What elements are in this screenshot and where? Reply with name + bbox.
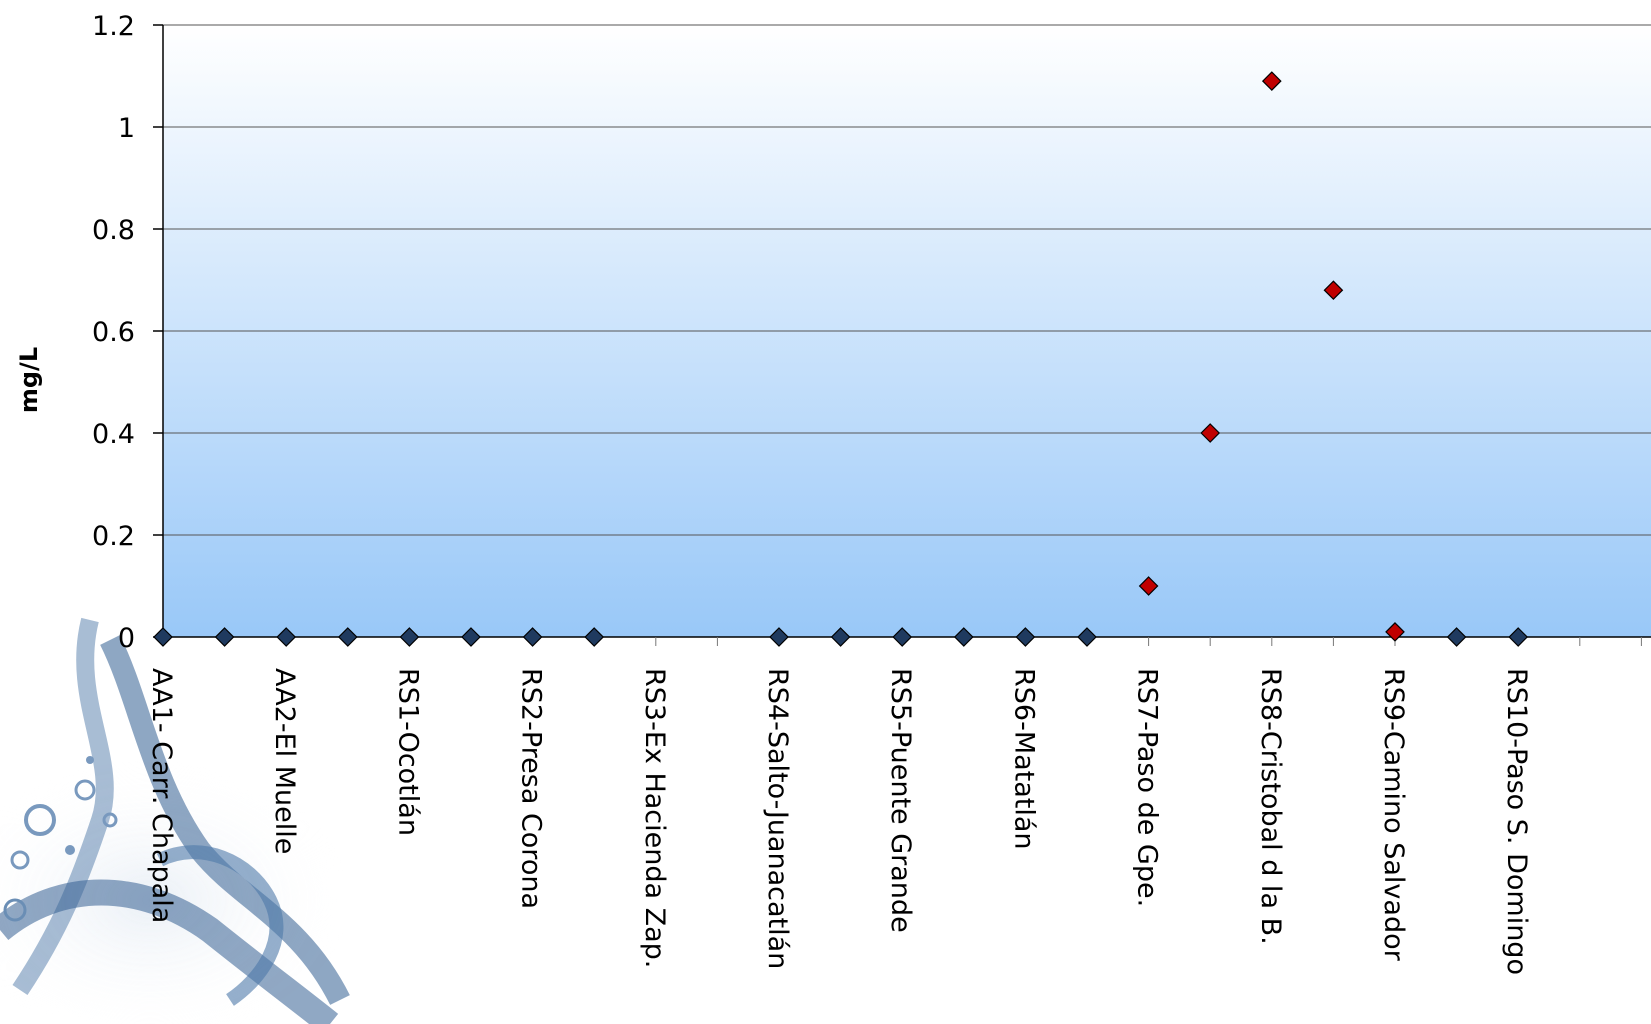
data-point bbox=[769, 627, 789, 647]
y-tick-label: 0.6 bbox=[92, 317, 135, 348]
x-tick-label: RS6-Matatlán bbox=[1008, 668, 1039, 850]
data-point bbox=[522, 627, 543, 647]
x-tick-label: RS4-Salto-Juanacatlán bbox=[762, 668, 793, 969]
data-point bbox=[1015, 627, 1036, 647]
data-point bbox=[1446, 627, 1467, 647]
x-tick-label: RS8-Cristobal d la B. bbox=[1255, 668, 1286, 945]
x-tick-label: RS9-Camino Salvador bbox=[1378, 668, 1409, 962]
x-tick-label: RS1-Ocotlán bbox=[392, 668, 423, 836]
data-point bbox=[1508, 627, 1529, 647]
data-point bbox=[830, 627, 851, 647]
x-tick-label: AA1- Carr. Chapala bbox=[146, 668, 177, 923]
x-tick-label: RS10-Paso S. Domingo bbox=[1501, 668, 1532, 975]
x-tick-label: AA2-El Muelle bbox=[269, 668, 300, 854]
y-tick-label: 1 bbox=[118, 113, 135, 144]
data-point bbox=[399, 627, 420, 647]
data-points bbox=[153, 71, 1529, 647]
x-axis-tick-labels: AA1- Carr. Chapala AA2-El Muelle RS1-Ocotl… bbox=[146, 668, 1532, 975]
data-point bbox=[276, 627, 297, 647]
data-point bbox=[1077, 627, 1097, 647]
data-point bbox=[1323, 280, 1344, 301]
data-point bbox=[337, 627, 358, 647]
y-tick-label: 0 bbox=[118, 623, 135, 654]
x-tick-label: RS5-Puente Grande bbox=[885, 668, 916, 933]
data-point bbox=[1138, 576, 1159, 596]
y-axis-ticks: 0 0.2 0.4 0.6 0.8 1 1.2 bbox=[92, 11, 163, 654]
x-tick-label: RS2-Presa Corona bbox=[516, 668, 547, 909]
grid-lines bbox=[163, 24, 1651, 536]
data-point bbox=[461, 627, 481, 647]
x-tick-label: RS7-Paso de Gpe. bbox=[1132, 668, 1163, 907]
x-tick-label: RS3-Ex Hacienda Zap. bbox=[639, 668, 670, 968]
water-splash-decoration bbox=[0, 617, 350, 1024]
data-point bbox=[1200, 423, 1221, 443]
data-point bbox=[214, 627, 235, 647]
data-point bbox=[1385, 622, 1405, 642]
data-point bbox=[584, 627, 605, 647]
y-tick-label: 0.2 bbox=[92, 521, 135, 552]
y-tick-label: 0.8 bbox=[92, 215, 135, 246]
data-point bbox=[153, 627, 173, 647]
data-point bbox=[1261, 71, 1282, 91]
data-point bbox=[892, 627, 913, 647]
y-tick-label: 1.2 bbox=[92, 11, 135, 42]
y-axis-label: mg/L bbox=[15, 347, 43, 413]
y-tick-label: 0.4 bbox=[92, 419, 135, 450]
data-point bbox=[953, 627, 974, 647]
